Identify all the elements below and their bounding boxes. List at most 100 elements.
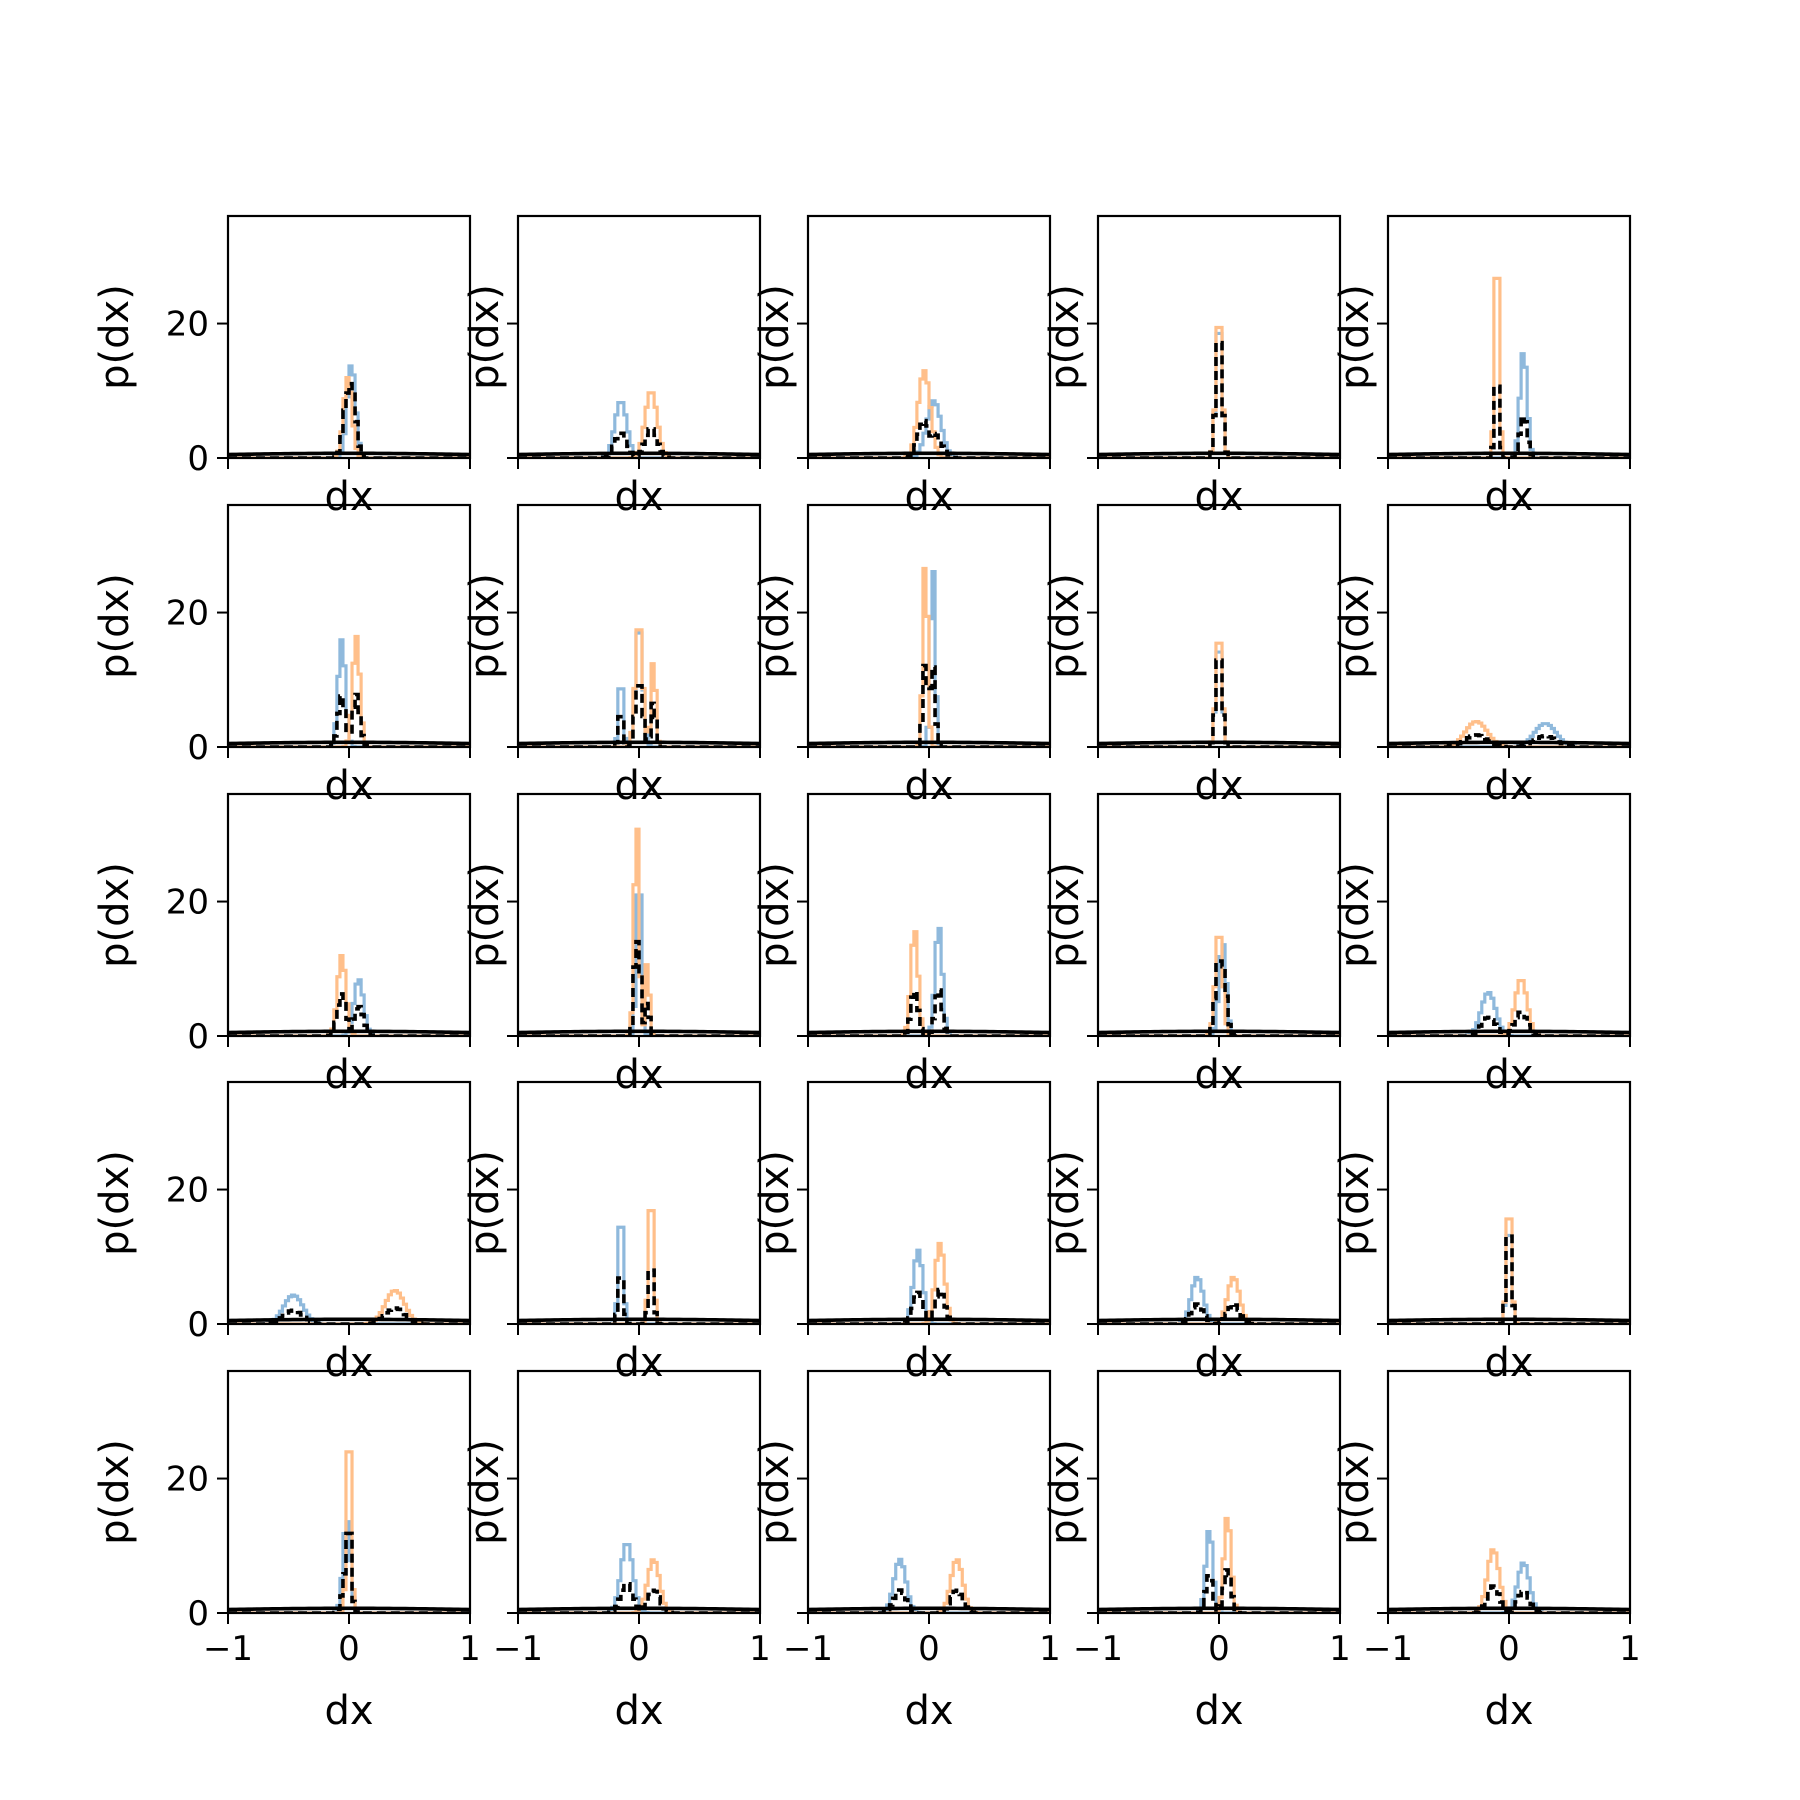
histogram-combined-dashed — [228, 381, 470, 458]
prior-curve — [1098, 740, 1340, 746]
histogram-blue — [808, 926, 1050, 1036]
plot-area — [518, 827, 760, 1036]
y-tick-label: 0 — [187, 728, 209, 768]
y-axis-label: p(dx) — [92, 573, 138, 679]
histogram-blue — [518, 631, 760, 747]
y-axis-label: p(dx) — [92, 1439, 138, 1545]
subplot-2-2: dx p(dx) — [462, 503, 762, 809]
x-tick-label: 1 — [459, 1629, 481, 1669]
plot-area — [1388, 979, 1630, 1036]
histogram-orange — [808, 930, 1050, 1036]
plot-area — [518, 1542, 760, 1613]
x-axis-label: dx — [1484, 1688, 1533, 1734]
subplot-5-3: −1 0 1 dx p(dx) — [752, 1369, 1061, 1734]
x-axis-label: dx — [614, 1688, 663, 1734]
subplot-3-5: dx p(dx) — [1332, 792, 1632, 1098]
histogram-orange — [1388, 979, 1630, 1036]
histogram-orange — [518, 628, 760, 747]
y-axis-label: p(dx) — [462, 862, 508, 968]
histogram-combined-dashed — [518, 684, 760, 747]
prior-curve — [1098, 1029, 1340, 1035]
plot-area — [808, 1557, 1050, 1613]
subplot-2-4: dx p(dx) — [1042, 503, 1342, 809]
histogram-blue — [1388, 1233, 1630, 1324]
histogram-orange — [1098, 641, 1340, 747]
x-axis-label: dx — [1484, 474, 1533, 520]
x-axis-label: dx — [614, 1052, 663, 1098]
y-tick-label: 20 — [166, 1460, 209, 1500]
prior-curve — [808, 740, 1050, 746]
histogram-orange — [1388, 719, 1630, 747]
subplot-4-4: dx p(dx) — [1042, 1080, 1342, 1386]
x-axis-label: dx — [324, 763, 373, 809]
y-tick-label: 0 — [187, 439, 209, 479]
plot-area — [228, 953, 470, 1036]
y-axis-label: p(dx) — [1042, 862, 1088, 968]
x-axis-label: dx — [1484, 763, 1533, 809]
subplot-3-3: dx p(dx) — [752, 792, 1052, 1098]
plot-area — [228, 1450, 470, 1613]
y-tick-label: 20 — [166, 1171, 209, 1211]
histogram-combined-dashed — [1388, 1584, 1630, 1613]
x-axis-label: dx — [904, 1052, 953, 1098]
histogram-blue — [808, 399, 1050, 458]
x-tick-label: 1 — [1619, 1629, 1641, 1669]
subplot-4-1: 0 20 dx p(dx) — [92, 1080, 472, 1386]
y-tick-label: 0 — [187, 1594, 209, 1634]
prior-curve — [808, 1317, 1050, 1323]
histogram-blue — [518, 1542, 760, 1613]
histogram-blue — [228, 978, 470, 1036]
x-tick-label: 1 — [1039, 1629, 1061, 1669]
prior-curve — [228, 1606, 470, 1612]
prior-curve — [808, 451, 1050, 457]
subplot-4-5: dx p(dx) — [1332, 1080, 1632, 1386]
histogram-combined-dashed — [228, 1306, 470, 1324]
prior-curve — [228, 740, 470, 746]
x-tick-label: 0 — [1208, 1629, 1230, 1669]
plot-area — [808, 566, 1050, 747]
x-tick-label: 1 — [1329, 1629, 1351, 1669]
plot-area — [228, 634, 470, 747]
histogram-orange — [228, 375, 470, 458]
subplot-1-1: 0 20 dx p(dx) — [92, 214, 472, 520]
subplot-4-3: dx p(dx) — [752, 1080, 1052, 1386]
x-axis-label: dx — [1194, 1340, 1243, 1386]
y-axis-label: p(dx) — [752, 1150, 798, 1256]
x-tick-label: −1 — [783, 1629, 833, 1669]
subplot-1-2: dx p(dx) — [462, 214, 762, 520]
histogram-combined-dashed — [518, 939, 760, 1036]
x-axis-label: dx — [1484, 1052, 1533, 1098]
subplot-5-5: −1 0 1 dx p(dx) — [1332, 1369, 1641, 1734]
prior-curve — [1388, 1029, 1630, 1035]
x-axis-label: dx — [904, 1340, 953, 1386]
y-axis-label: p(dx) — [92, 284, 138, 390]
histogram-orange — [808, 369, 1050, 458]
subplot-5-4: −1 0 1 dx p(dx) — [1042, 1369, 1351, 1734]
prior-curve — [518, 451, 760, 457]
prior-curve — [1388, 1606, 1630, 1612]
subplot-4-2: dx p(dx) — [462, 1080, 762, 1386]
x-axis-label: dx — [1484, 1340, 1533, 1386]
prior-curve — [1388, 740, 1630, 746]
prior-curve — [808, 1606, 1050, 1612]
y-axis-label: p(dx) — [92, 1150, 138, 1256]
histogram-blue — [518, 893, 760, 1036]
y-axis-label: p(dx) — [462, 1150, 508, 1256]
x-axis-label: dx — [1194, 1688, 1243, 1734]
y-axis-label: p(dx) — [752, 284, 798, 390]
x-tick-label: −1 — [1073, 1629, 1123, 1669]
histogram-blue — [1098, 650, 1340, 747]
histogram-blue — [518, 401, 760, 458]
y-axis-label: p(dx) — [1042, 1439, 1088, 1545]
prior-curve — [1098, 1606, 1340, 1612]
prior-curve — [1388, 451, 1630, 457]
histogram-orange — [1098, 1275, 1340, 1324]
y-axis-label: p(dx) — [752, 573, 798, 679]
y-tick-label: 20 — [166, 883, 209, 923]
histogram-orange — [1388, 1548, 1630, 1613]
histogram-orange — [228, 1450, 470, 1613]
plot-area — [228, 364, 470, 458]
plot-area — [1388, 1548, 1630, 1613]
prior-curve — [228, 1029, 470, 1035]
